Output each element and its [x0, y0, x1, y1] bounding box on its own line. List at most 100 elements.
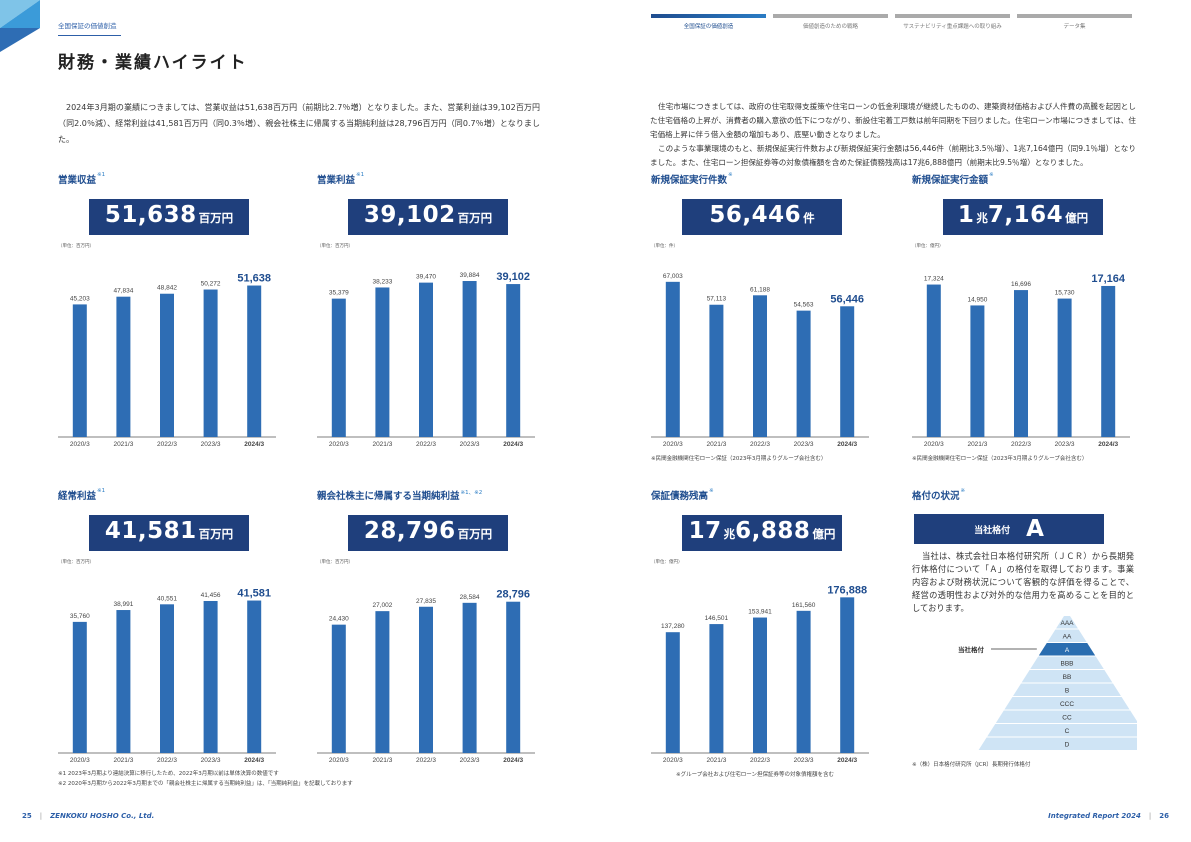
chart-card-operating-revenue: 営業収益※1 51,638 百万円 （単位：百万円） 45,203 2020/3 47,83… [58, 172, 278, 452]
bar-2021/3 [116, 610, 131, 753]
chart-card-net-income: 親会社株主に帰属する当期純利益※1、※2 28,796 百万円 （単位：百万円） 24,… [317, 488, 537, 768]
bar-2023/3 [796, 310, 811, 437]
bar-2020/3 [72, 304, 87, 437]
nav-label: 全国保証の価値創造 [683, 24, 734, 30]
chart-unit-label: （単位：百万円） [58, 560, 94, 565]
headline-value-unit: 百万円 [457, 527, 493, 541]
bar-2023/3 [796, 610, 811, 753]
footnote-1: ※1 2023年3月期より連結決算に移行したため、2022年3月期以前は単体決算… [58, 771, 279, 777]
bar-value-label: 38,991 [113, 601, 133, 608]
pyramid-level-label: BB [1063, 674, 1072, 681]
headline-value-number: 56,446 [709, 202, 802, 228]
bar-2020/3 [331, 624, 346, 753]
x-tick-label: 2021/3 [372, 757, 392, 764]
headline-value-unit: 百万円 [198, 211, 234, 225]
rating-note: ※（株）日本格付研究所（JCR）長期発行体格付 [912, 762, 1031, 768]
nav-tab-sustainability[interactable]: サステナビリティ重点課題への取り組み [895, 14, 1010, 44]
chart-title-text: 親会社株主に帰属する当期純利益 [317, 491, 460, 502]
chart-card-new-guarantee-count: 新規保証実行件数※ 56,446 件（単位：件） 67,003 2020/3 57,113… [651, 172, 871, 462]
page-title: 財務・業績ハイライト [58, 53, 248, 73]
chart-title: 営業利益※1 [317, 172, 537, 186]
pyramid-level-C [987, 724, 1137, 737]
intro-left-text: 2024年3月期の業績につきましては、営業収益は51,638百万円（前期比2.7… [58, 103, 540, 144]
chart-title-text: 新規保証実行件数 [651, 175, 728, 186]
intro-right-paragraph-1: 住宅市場につきましては、政府の住宅取得支援策や住宅ローンの低金利環境が継続したも… [650, 102, 1136, 139]
chart-title-note: ※ [989, 172, 994, 178]
footer-left: 25 | ZENKOKU HOSHO Co., Ltd. [22, 812, 154, 820]
bar-value-label: 39,102 [496, 271, 530, 283]
headline-value-box: 39,102 百万円 [348, 199, 508, 235]
report-name: Integrated Report 2024 [1048, 812, 1141, 820]
nav-label: 価値創造のための戦略 [802, 24, 858, 30]
rating-title: 格付の状況※ [912, 488, 1137, 502]
chart-note: ※民間金融機関住宅ローン保証（2023年3月期よりグループ会社含む） [651, 456, 827, 462]
bar-value-label: 39,470 [416, 274, 436, 281]
corner-logo-icon [0, 0, 40, 52]
bar-value-label: 50,272 [201, 281, 221, 288]
x-tick-label: 2020/3 [663, 757, 683, 764]
bar-value-label: 38,233 [372, 278, 392, 285]
chart-title: 新規保証実行金額※ [912, 172, 1132, 186]
headline-value-unit: 億円 [812, 527, 836, 541]
chart-unit-label: （単位：百万円） [58, 244, 94, 249]
pyramid-level-CCC [1004, 697, 1130, 710]
x-tick-label: 2020/3 [329, 441, 349, 448]
bar-2024/3 [840, 597, 855, 753]
x-tick-label: 2024/3 [837, 441, 857, 448]
pyramid-level-BBB [1030, 656, 1104, 669]
headline-value-number: 41,581 [104, 518, 197, 544]
headline-value-number: 1 [957, 202, 975, 228]
bar-value-label: 17,164 [1091, 273, 1126, 285]
x-tick-label: 2023/3 [201, 757, 221, 764]
bar-2024/3 [247, 600, 262, 753]
bar-chart: 35,760 2020/3 38,991 2021/3 40,551 2022/3 41,4… [58, 588, 276, 764]
bar-value-label: 28,584 [460, 594, 480, 601]
pyramid-level-label: CC [1062, 715, 1072, 722]
chart-title: 新規保証実行件数※ [651, 172, 871, 186]
rating-description: 当社は、株式会社日本格付研究所（ＪＣＲ）から長期発行体格付について「Ａ」の格付を… [912, 551, 1134, 613]
chart-card-guarantee-balance: 保証債務残高※ 17 兆 6,888 億円 （単位：億円） 137,280 2020/3 146… [651, 488, 871, 778]
nav-tab-value-creation[interactable]: 全国保証の価値創造 [651, 14, 766, 44]
pyramid-level-label: B [1065, 688, 1069, 695]
nav-tab-strategy[interactable]: 価値創造のための戦略 [773, 14, 888, 44]
x-tick-label: 2024/3 [503, 441, 523, 448]
bar-value-label: 28,796 [496, 589, 530, 601]
chart-note: ※民間金融機関住宅ローン保証（2023年3月期よりグループ会社含む） [912, 456, 1088, 462]
rating-box-label: 当社格付 [974, 525, 1011, 536]
chart-title: 営業収益※1 [58, 172, 278, 186]
bar-value-label: 153,941 [748, 609, 772, 616]
bar-value-label: 54,563 [794, 302, 814, 309]
bar-2022/3 [419, 282, 433, 437]
x-tick-label: 2022/3 [1011, 441, 1031, 448]
x-tick-label: 2024/3 [244, 757, 264, 764]
bar-2022/3 [1014, 290, 1028, 437]
pyramid-level-AAA [1056, 616, 1078, 629]
bar-value-label: 27,835 [416, 598, 436, 605]
bar-chart: 35,379 2020/3 38,233 2021/3 39,470 2022/3 39,8… [317, 271, 535, 448]
headline-value-number: 17 [688, 518, 722, 544]
x-tick-label: 2021/3 [706, 441, 726, 448]
bar-value-label: 35,760 [70, 613, 90, 620]
chart-card-ordinary-profit: 経常利益※1 41,581 百万円 （単位：百万円） 35,760 2020/3 38,99… [58, 488, 278, 768]
x-tick-label: 2024/3 [503, 757, 523, 764]
bar-2021/3 [709, 624, 724, 753]
x-tick-label: 2022/3 [157, 757, 177, 764]
chart-title-text: 新規保証実行金額 [912, 175, 989, 186]
intro-right-text: 住宅市場につきましては、政府の住宅取得支援策や住宅ローンの低金利環境が継続したも… [650, 100, 1136, 170]
rating-box-value: A [1026, 516, 1044, 542]
intro-right-paragraph-2: このような事業環境のもと、新規保証実行件数および新規保証実行金額は56,446件… [650, 144, 1136, 167]
bar-value-label: 45,203 [70, 295, 90, 302]
headline-value-box: 51,638 百万円 [89, 199, 249, 235]
chart-title: 経常利益※1 [58, 488, 278, 502]
pyramid-level-label: CCC [1060, 701, 1074, 708]
x-tick-label: 2020/3 [70, 441, 90, 448]
x-tick-label: 2023/3 [460, 441, 480, 448]
nav-tab-data[interactable]: データ集 [1017, 14, 1132, 44]
chart-title: 親会社株主に帰属する当期純利益※1、※2 [317, 488, 537, 502]
x-tick-label: 2020/3 [663, 441, 683, 448]
headline-value-unit: 兆 [723, 527, 736, 541]
bar-2024/3 [506, 284, 521, 437]
bar-chart: 45,203 2020/3 47,834 2021/3 48,842 2022/3 50,2… [58, 273, 276, 448]
bar-chart: 137,280 2020/3 146,501 2021/3 153,941 2022/3 1… [651, 584, 869, 764]
